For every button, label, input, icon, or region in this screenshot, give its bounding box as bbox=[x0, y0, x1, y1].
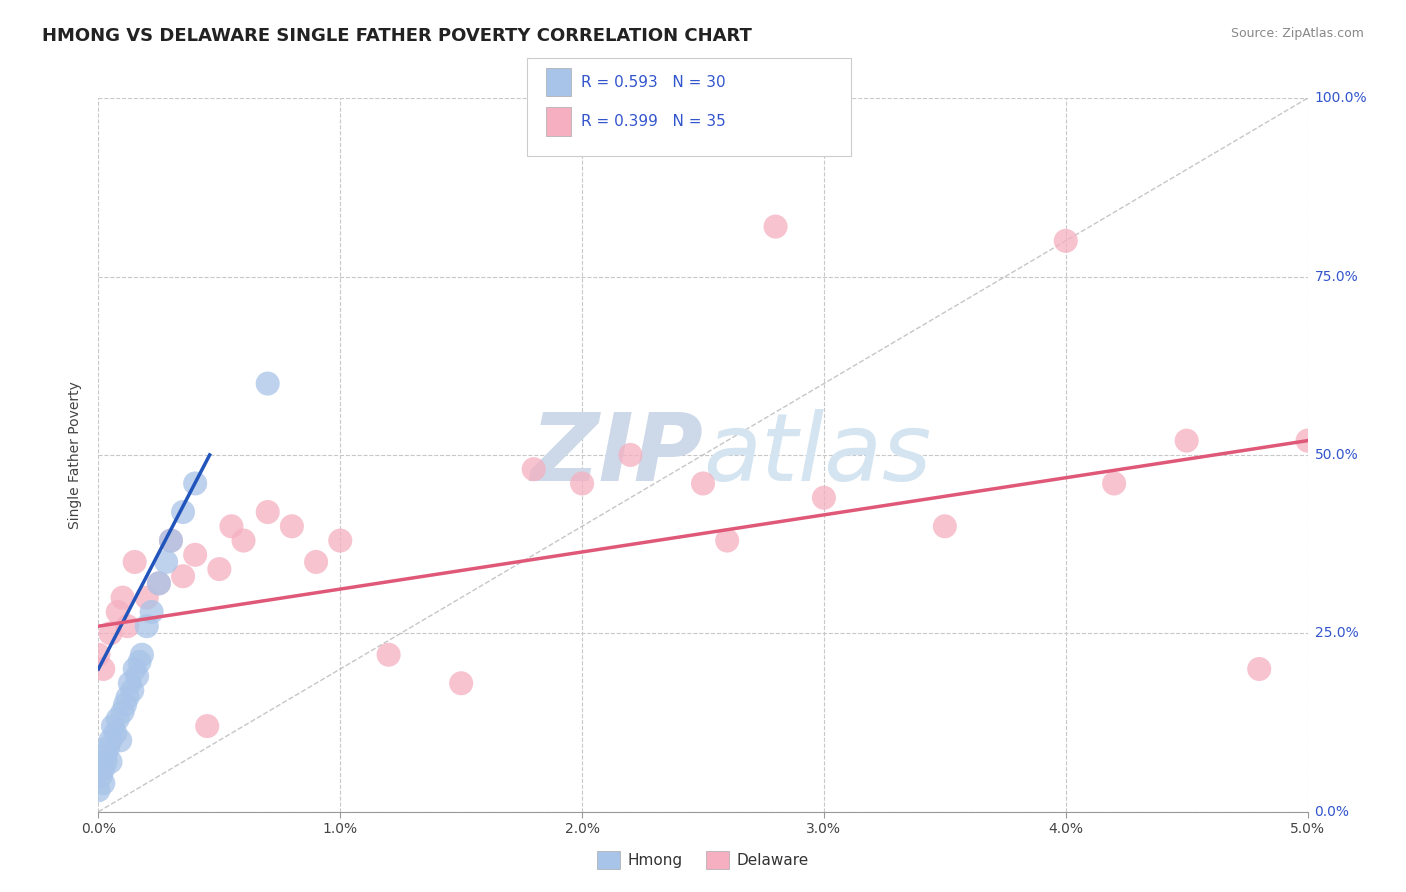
Text: 75.0%: 75.0% bbox=[1315, 269, 1358, 284]
Point bbox=[765, 219, 787, 234]
Y-axis label: Single Father Poverty: Single Father Poverty bbox=[69, 381, 83, 529]
Point bbox=[97, 740, 120, 755]
Point bbox=[155, 555, 177, 569]
Point bbox=[1102, 476, 1125, 491]
Point bbox=[87, 783, 110, 797]
Point bbox=[104, 726, 127, 740]
Point bbox=[813, 491, 835, 505]
Text: 25.0%: 25.0% bbox=[1315, 626, 1358, 640]
Point bbox=[934, 519, 956, 533]
Point bbox=[148, 576, 170, 591]
Point bbox=[135, 619, 157, 633]
Text: R = 0.399   N = 35: R = 0.399 N = 35 bbox=[581, 114, 725, 128]
Point bbox=[221, 519, 243, 533]
Text: 0.0%: 0.0% bbox=[1315, 805, 1350, 819]
Point bbox=[108, 733, 131, 747]
Point bbox=[208, 562, 231, 576]
Point bbox=[141, 605, 163, 619]
Text: HMONG VS DELAWARE SINGLE FATHER POVERTY CORRELATION CHART: HMONG VS DELAWARE SINGLE FATHER POVERTY … bbox=[42, 27, 752, 45]
Point bbox=[256, 505, 278, 519]
Point bbox=[100, 626, 122, 640]
Point bbox=[692, 476, 714, 491]
Point bbox=[91, 762, 114, 776]
Point bbox=[172, 505, 194, 519]
Point bbox=[160, 533, 183, 548]
Point bbox=[91, 776, 114, 790]
Point bbox=[111, 705, 134, 719]
Point bbox=[523, 462, 546, 476]
Point bbox=[107, 605, 129, 619]
Point bbox=[128, 655, 150, 669]
Point bbox=[619, 448, 641, 462]
Point bbox=[1296, 434, 1319, 448]
Point bbox=[329, 533, 352, 548]
Text: 50.0%: 50.0% bbox=[1315, 448, 1358, 462]
Point bbox=[148, 576, 170, 591]
Point bbox=[90, 769, 112, 783]
Point bbox=[111, 591, 134, 605]
Text: ZIP: ZIP bbox=[530, 409, 703, 501]
Point bbox=[160, 533, 183, 548]
Point bbox=[117, 619, 139, 633]
Point bbox=[305, 555, 328, 569]
Point bbox=[135, 591, 157, 605]
Point bbox=[716, 533, 738, 548]
Point bbox=[91, 662, 114, 676]
Point bbox=[131, 648, 153, 662]
Point bbox=[172, 569, 194, 583]
Point bbox=[124, 555, 146, 569]
Point bbox=[100, 755, 122, 769]
Point bbox=[87, 648, 110, 662]
Text: 100.0%: 100.0% bbox=[1315, 91, 1367, 105]
Point bbox=[450, 676, 472, 690]
Point bbox=[117, 690, 139, 705]
Point bbox=[107, 712, 129, 726]
Point bbox=[1054, 234, 1077, 248]
Point bbox=[232, 533, 254, 548]
Text: atlas: atlas bbox=[703, 409, 931, 500]
Point bbox=[184, 476, 207, 491]
Point bbox=[94, 755, 117, 769]
Point bbox=[124, 662, 146, 676]
Point bbox=[127, 669, 149, 683]
Point bbox=[1249, 662, 1271, 676]
Legend: Hmong, Delaware: Hmong, Delaware bbox=[591, 845, 815, 875]
Point bbox=[184, 548, 207, 562]
Point bbox=[1175, 434, 1198, 448]
Point bbox=[101, 719, 124, 733]
Point bbox=[281, 519, 304, 533]
Point bbox=[195, 719, 218, 733]
Point bbox=[100, 733, 122, 747]
Point bbox=[377, 648, 399, 662]
Text: Source: ZipAtlas.com: Source: ZipAtlas.com bbox=[1230, 27, 1364, 40]
Point bbox=[94, 747, 117, 762]
Point bbox=[571, 476, 593, 491]
Point bbox=[118, 676, 141, 690]
Point bbox=[121, 683, 143, 698]
Point bbox=[256, 376, 278, 391]
Text: R = 0.593   N = 30: R = 0.593 N = 30 bbox=[581, 75, 725, 89]
Point bbox=[114, 698, 136, 712]
